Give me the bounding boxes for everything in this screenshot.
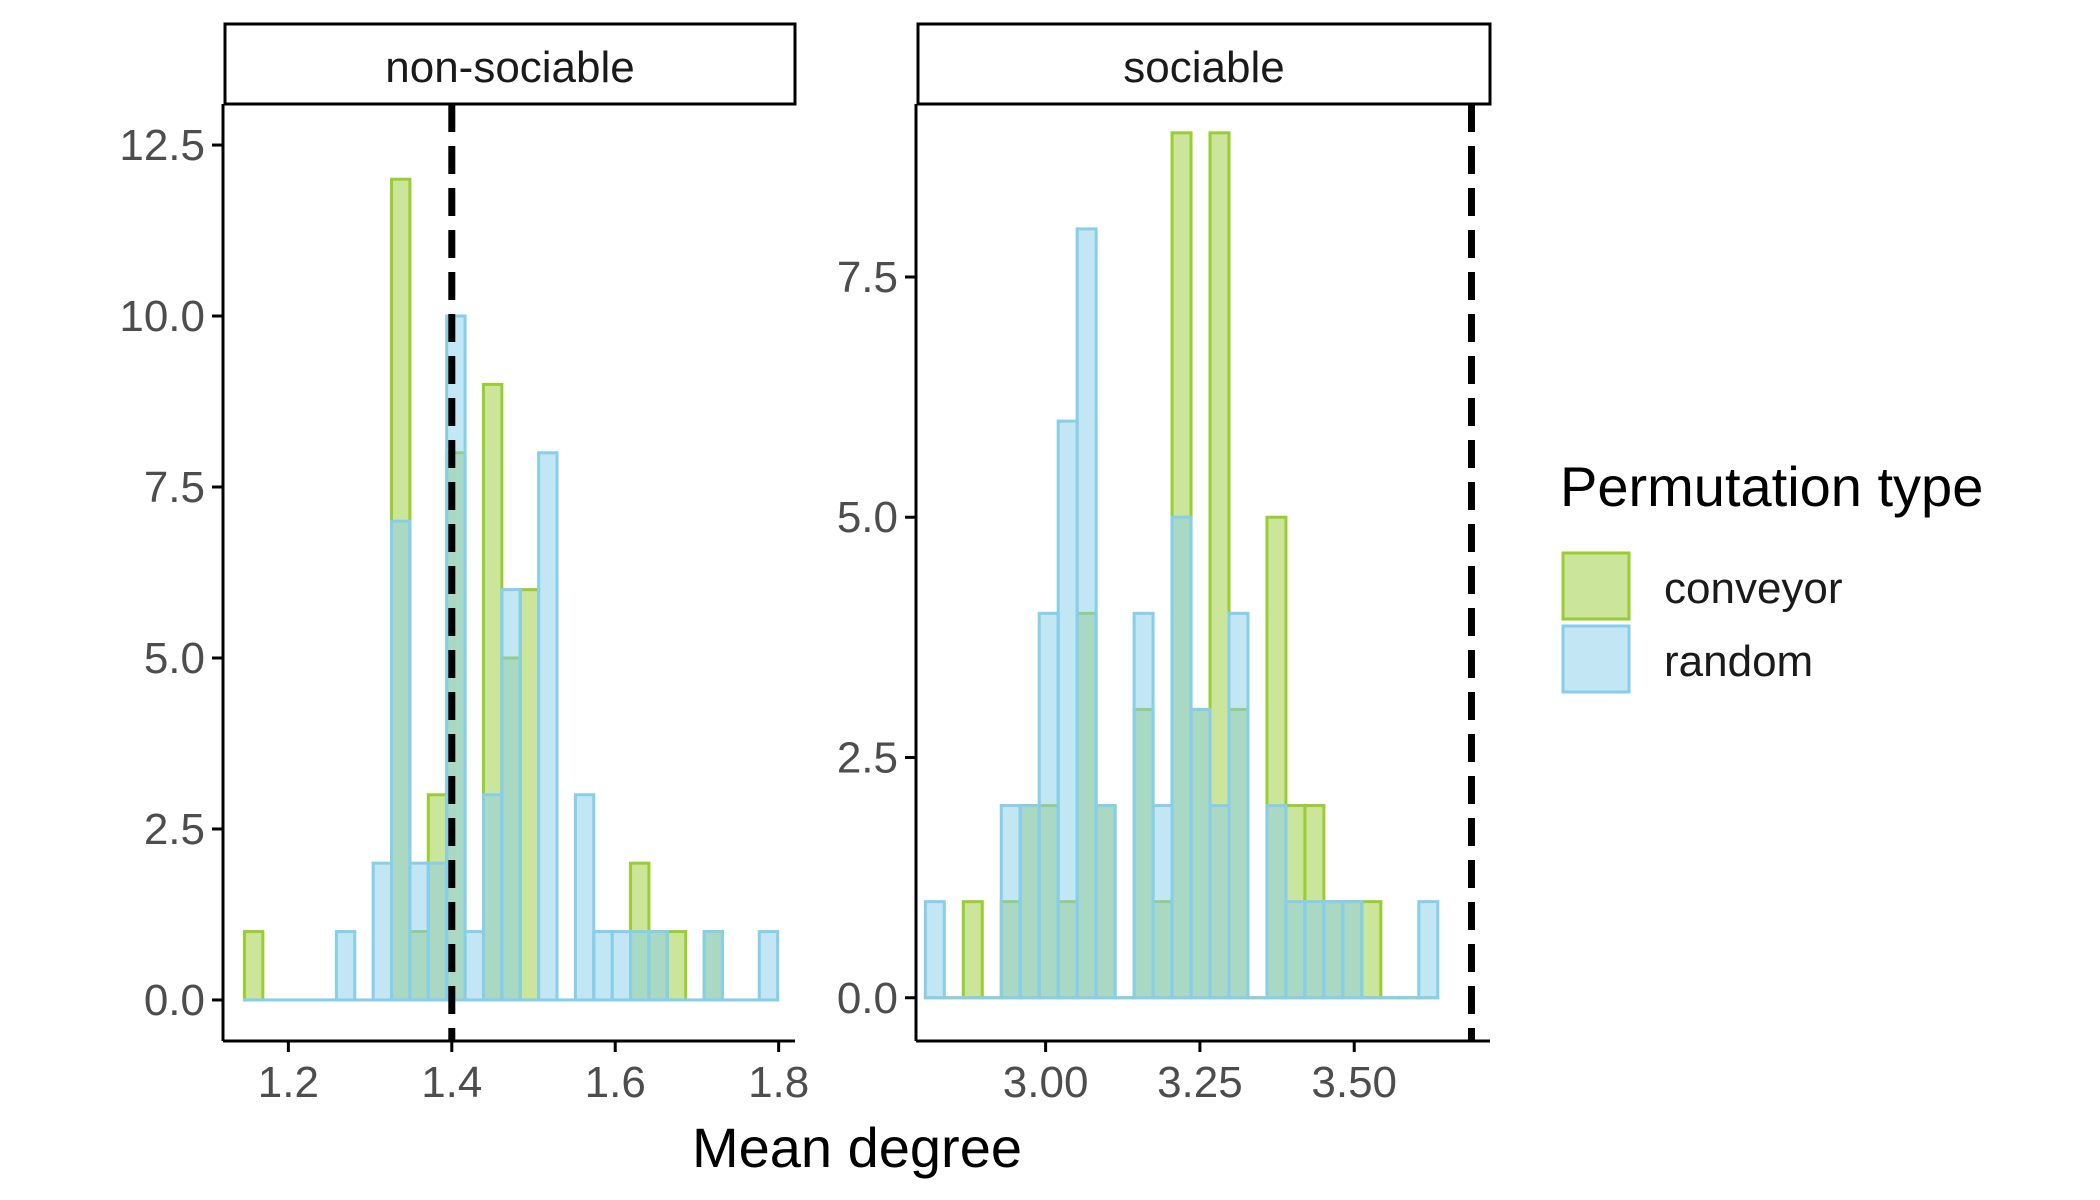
bar-random-sociable-18 [1265, 804, 1288, 1000]
bar-random-sociable-5 [1018, 804, 1041, 1000]
x-ticks-non-sociable: 1.2 1.4 1.6 1.8 [258, 1041, 809, 1107]
bar-random-sociable-8 [1075, 227, 1098, 1000]
x-tick-label-non-sociable-1: 1.4 [421, 1058, 482, 1107]
bar-random-non-sociable-22 [647, 930, 669, 1002]
bar-random-non-sociable-20 [610, 930, 633, 1002]
bar-random-sociable-16 [1227, 611, 1250, 1000]
bar-random-sociable-6 [1037, 611, 1060, 1000]
bar-random-sociable-22 [1341, 900, 1364, 1000]
panel-sociable: sociable 0.0 2.5 5.0 7.5 3.00 3.25 3.50 [837, 22, 1492, 1107]
strip-background-sociable [916, 22, 1492, 106]
bar-conveyor-non-sociable-23 [665, 930, 688, 1002]
bar-random-non-sociable-21 [629, 930, 651, 1002]
y-tick-label-sociable-0: 0.0 [837, 974, 898, 1023]
bar-random-sociable-26 [1417, 900, 1440, 1000]
bar-random-sociable-19 [1284, 900, 1307, 1000]
strip-label-non-sociable: non-sociable [385, 43, 635, 92]
bar-random-sociable-14 [1189, 707, 1212, 1000]
strip-background-non-sociable [223, 22, 797, 106]
bar-conveyor-sociable-23 [1360, 900, 1383, 1000]
y-tick-label-non-sociable-1: 2.5 [144, 805, 205, 854]
bar-random-non-sociable-9 [408, 861, 430, 1002]
panel-non-sociable: non-sociable 0.0 2.5 5.0 7.5 10.0 12.5 1.2 1.4… [119, 22, 809, 1107]
bar-random-non-sociable-14 [500, 588, 522, 1002]
bar-random-non-sociable-8 [390, 519, 412, 1002]
y-tick-label-non-sociable-5: 12.5 [119, 121, 205, 170]
bar-conveyor-non-sociable-0 [242, 930, 265, 1002]
bar-random-sociable-7 [1056, 419, 1079, 1000]
bar-random-non-sociable-19 [592, 930, 614, 1002]
bar-random-sociable-4 [999, 804, 1022, 1000]
x-axis-title: Mean degree [692, 1116, 1022, 1179]
bar-random-sociable-13 [1170, 515, 1193, 1000]
y-tick-label-non-sociable-4: 10.0 [119, 292, 205, 341]
bar-random-non-sociable-18 [573, 793, 596, 1002]
legend-key-conveyor [1561, 551, 1631, 621]
bar-random-non-sociable-16 [537, 451, 559, 1002]
bar-random-non-sociable-10 [426, 861, 449, 1002]
y-ticks-sociable: 0.0 2.5 5.0 7.5 [837, 253, 916, 1023]
x-tick-label-non-sociable-0: 1.2 [258, 1058, 319, 1107]
bar-random-sociable-21 [1322, 900, 1345, 1000]
legend-key-random [1561, 624, 1631, 694]
bar-conveyor-sociable-2 [961, 900, 984, 1000]
strip-label-sociable: sociable [1123, 43, 1284, 92]
bars-non-sociable [242, 177, 780, 1002]
bars-sociable [923, 131, 1440, 1000]
bar-random-sociable-20 [1303, 900, 1326, 1000]
bar-random-non-sociable-28 [757, 930, 780, 1002]
x-tick-label-non-sociable-2: 1.6 [585, 1058, 646, 1107]
legend-title: Permutation type [1560, 455, 1983, 518]
bar-random-sociable-0 [923, 900, 946, 1000]
x-tick-label-sociable-2: 3.50 [1311, 1058, 1397, 1107]
x-tick-label-sociable-1: 3.25 [1157, 1058, 1243, 1107]
legend: Permutation type conveyor random [1560, 455, 1983, 694]
y-ticks-non-sociable: 0.0 2.5 5.0 7.5 10.0 12.5 [119, 121, 223, 1025]
bar-random-non-sociable-5 [334, 930, 357, 1002]
x-ticks-sociable: 3.00 3.25 3.50 [1003, 1041, 1397, 1107]
legend-label-conveyor: conveyor [1664, 564, 1843, 613]
y-tick-label-sociable-3: 7.5 [837, 253, 898, 302]
y-tick-label-non-sociable-0: 0.0 [144, 976, 205, 1025]
bar-random-sociable-15 [1208, 804, 1231, 1000]
bar-random-non-sociable-25 [702, 930, 724, 1002]
bar-random-sociable-9 [1094, 804, 1117, 1000]
x-tick-label-non-sociable-3: 1.8 [748, 1058, 809, 1107]
bar-random-sociable-11 [1132, 611, 1155, 1000]
bar-random-sociable-12 [1151, 804, 1174, 1000]
y-tick-label-non-sociable-3: 7.5 [144, 463, 205, 512]
bar-conveyor-non-sociable-15 [518, 588, 541, 1002]
y-tick-label-sociable-1: 2.5 [837, 733, 898, 782]
legend-label-random: random [1664, 637, 1813, 686]
y-tick-label-sociable-2: 5.0 [837, 493, 898, 542]
bar-random-non-sociable-13 [481, 793, 504, 1002]
x-tick-label-sociable-0: 3.00 [1003, 1058, 1089, 1107]
y-tick-label-non-sociable-2: 5.0 [144, 634, 205, 683]
bar-random-non-sociable-12 [463, 930, 485, 1002]
bar-random-non-sociable-7 [371, 861, 394, 1002]
